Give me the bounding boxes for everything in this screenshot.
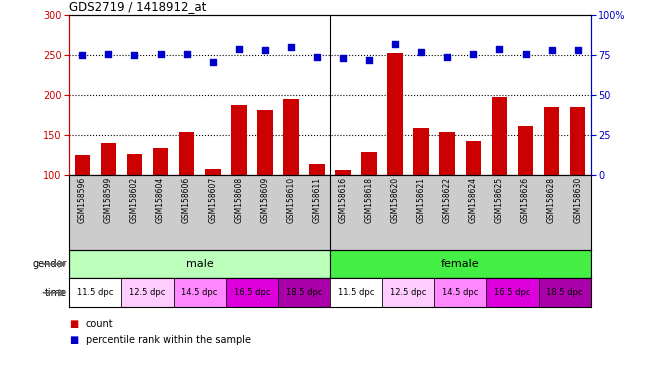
Bar [69, 278, 121, 307]
Text: GSM158611: GSM158611 [312, 177, 321, 223]
Bar [179, 132, 195, 175]
Text: female: female [441, 259, 480, 269]
Text: percentile rank within the sample: percentile rank within the sample [86, 335, 251, 345]
Bar [434, 278, 486, 307]
Point [520, 51, 531, 57]
Bar [69, 250, 330, 278]
Text: GSM158624: GSM158624 [469, 177, 478, 223]
Point [312, 54, 322, 60]
Bar [330, 278, 382, 307]
Point [364, 57, 374, 63]
Text: GSM158621: GSM158621 [416, 177, 426, 223]
Point [155, 51, 166, 57]
Text: 12.5 dpc: 12.5 dpc [129, 288, 166, 297]
Text: 11.5 dpc: 11.5 dpc [77, 288, 114, 297]
Bar [121, 278, 174, 307]
Bar [539, 278, 591, 307]
Text: gender: gender [32, 259, 67, 269]
Point [207, 58, 218, 65]
Text: GSM158609: GSM158609 [260, 177, 269, 223]
Bar [231, 104, 247, 175]
Text: 14.5 dpc: 14.5 dpc [182, 288, 218, 297]
Point [572, 47, 583, 53]
Text: GSM158599: GSM158599 [104, 177, 113, 223]
Text: 11.5 dpc: 11.5 dpc [338, 288, 374, 297]
Bar [440, 132, 455, 175]
Point [129, 52, 140, 58]
Point [494, 46, 505, 52]
Point [468, 51, 478, 57]
Text: GSM158610: GSM158610 [286, 177, 296, 223]
Text: ■: ■ [69, 335, 79, 345]
Bar [205, 169, 220, 175]
Point [103, 51, 114, 57]
Text: GSM158596: GSM158596 [78, 177, 87, 223]
Point [546, 47, 557, 53]
Text: GSM158606: GSM158606 [182, 177, 191, 223]
Point [416, 49, 426, 55]
Bar [517, 126, 533, 175]
Text: GSM158607: GSM158607 [208, 177, 217, 223]
Text: 18.5 dpc: 18.5 dpc [286, 288, 322, 297]
Text: GSM158618: GSM158618 [364, 177, 374, 223]
Text: 16.5 dpc: 16.5 dpc [494, 288, 531, 297]
Bar [361, 152, 377, 175]
Bar [100, 143, 116, 175]
Point [390, 41, 401, 47]
Text: GSM158616: GSM158616 [339, 177, 348, 223]
Text: 18.5 dpc: 18.5 dpc [546, 288, 583, 297]
Point [259, 47, 270, 53]
Text: GSM158620: GSM158620 [391, 177, 400, 223]
Point [234, 46, 244, 52]
Bar [127, 154, 143, 175]
Text: GSM158622: GSM158622 [443, 177, 452, 223]
Bar [387, 53, 403, 175]
Bar [226, 278, 278, 307]
Text: GSM158630: GSM158630 [573, 177, 582, 223]
Point [442, 54, 453, 60]
Bar [335, 170, 351, 175]
Text: 16.5 dpc: 16.5 dpc [234, 288, 270, 297]
Bar [174, 278, 226, 307]
Text: male: male [185, 259, 214, 269]
Bar [257, 110, 273, 175]
Point [338, 55, 348, 61]
Text: 12.5 dpc: 12.5 dpc [390, 288, 426, 297]
Bar [278, 278, 330, 307]
Text: count: count [86, 319, 114, 329]
Bar [492, 98, 508, 175]
Bar [570, 107, 585, 175]
Text: GSM158626: GSM158626 [521, 177, 530, 223]
Text: GSM158608: GSM158608 [234, 177, 244, 223]
Text: GDS2719 / 1418912_at: GDS2719 / 1418912_at [69, 0, 207, 13]
Bar [382, 278, 434, 307]
Bar [486, 278, 539, 307]
Bar [75, 155, 90, 175]
Text: GSM158628: GSM158628 [547, 177, 556, 223]
Bar [544, 107, 560, 175]
Text: ■: ■ [69, 319, 79, 329]
Bar [152, 149, 168, 175]
Bar [330, 250, 591, 278]
Bar [465, 141, 481, 175]
Bar [283, 99, 299, 175]
Text: GSM158602: GSM158602 [130, 177, 139, 223]
Point [77, 52, 88, 58]
Bar [413, 128, 429, 175]
Point [286, 44, 296, 50]
Text: GSM158604: GSM158604 [156, 177, 165, 223]
Text: time: time [45, 288, 67, 298]
Text: 14.5 dpc: 14.5 dpc [442, 288, 478, 297]
Point [182, 51, 192, 57]
Text: GSM158625: GSM158625 [495, 177, 504, 223]
Bar [309, 164, 325, 175]
